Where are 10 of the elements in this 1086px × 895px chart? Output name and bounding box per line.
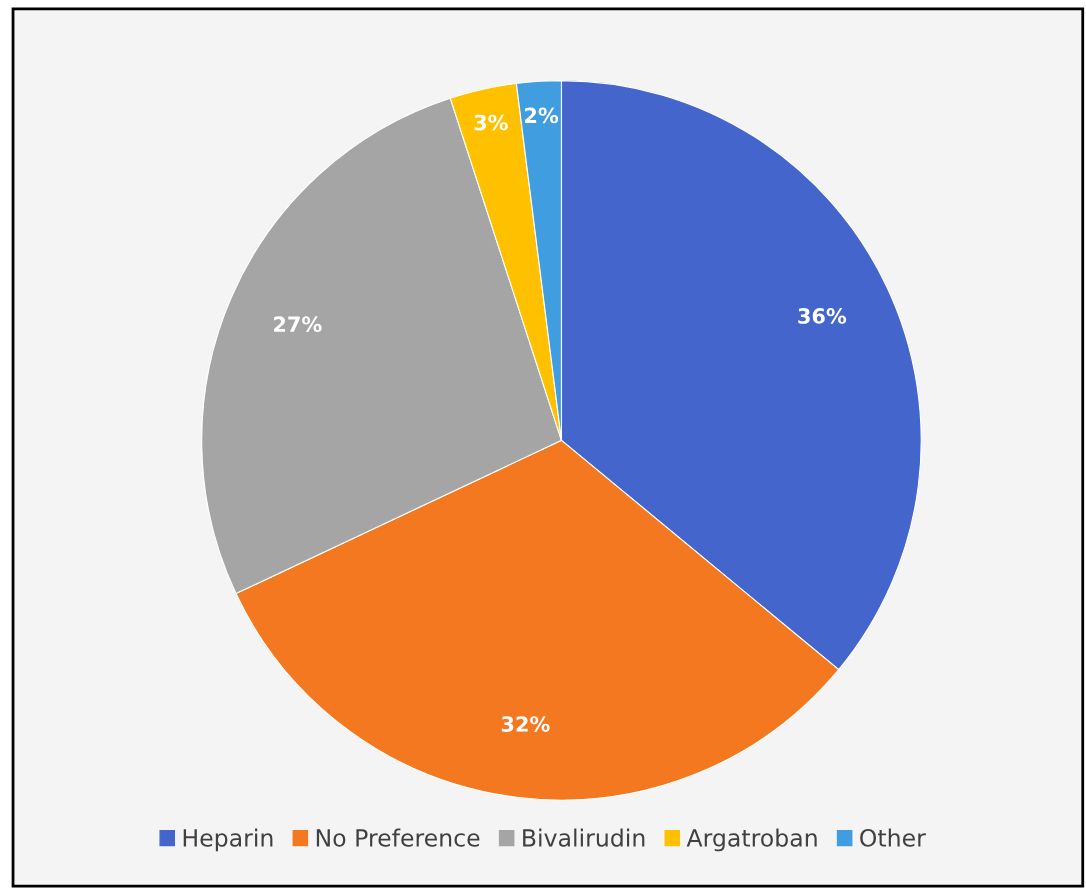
data-label: 36% bbox=[798, 308, 847, 324]
data-label: 3% bbox=[474, 114, 508, 131]
legend-label: Other bbox=[860, 828, 926, 847]
legend-label: Argatroban bbox=[686, 828, 817, 852]
data-label: 2% bbox=[525, 107, 559, 124]
data-label: 27% bbox=[274, 316, 322, 333]
data-label: 32% bbox=[501, 716, 550, 732]
legend-label: Bivalirudin bbox=[523, 828, 645, 847]
legend-label: No Preference bbox=[316, 828, 480, 847]
legend-label: Heparin bbox=[183, 828, 273, 852]
